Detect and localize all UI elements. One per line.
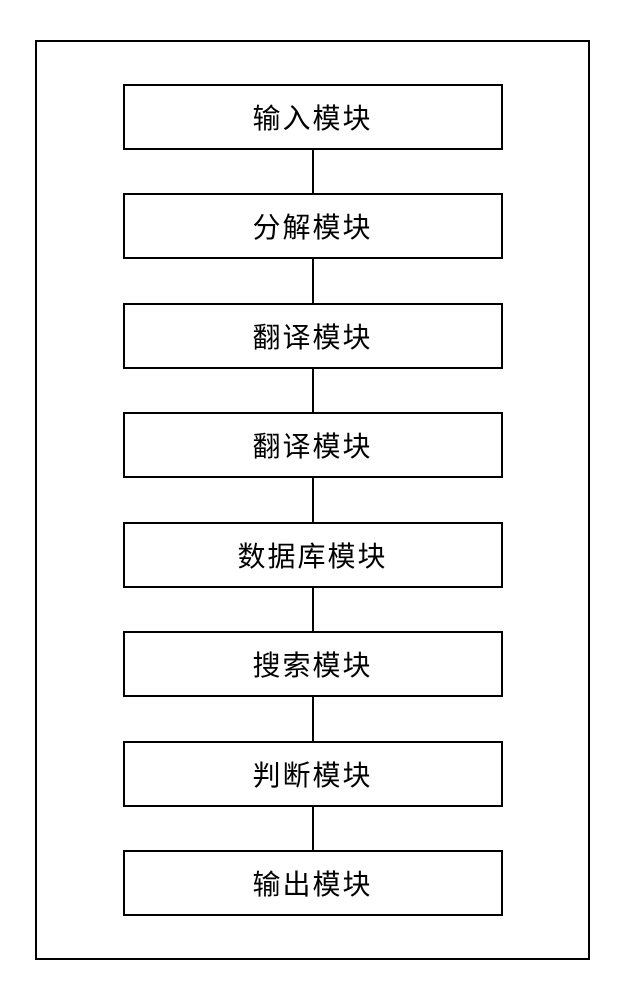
flowchart-connector <box>312 259 314 303</box>
flowchart-node-input: 输入模块 <box>123 84 503 150</box>
flowchart-node-judge: 判断模块 <box>123 741 503 807</box>
flowchart-node-database: 数据库模块 <box>123 522 503 588</box>
node-label: 判断模块 <box>252 754 372 794</box>
node-label: 数据库模块 <box>237 535 387 575</box>
flowchart-container: 输入模块 分解模块 翻译模块 翻译模块 数据库模块 搜索模块 判断模块 输出模块 <box>35 40 590 960</box>
flowchart-node-decompose: 分解模块 <box>123 193 503 259</box>
flowchart-connector <box>312 697 314 741</box>
flowchart-connector <box>312 807 314 851</box>
flowchart-node-output: 输出模块 <box>123 850 503 916</box>
flowchart-node-translate-1: 翻译模块 <box>123 303 503 369</box>
flowchart-connector <box>312 588 314 632</box>
flowchart-connector <box>312 478 314 522</box>
node-label: 分解模块 <box>252 206 372 246</box>
node-label: 输入模块 <box>252 97 372 137</box>
flowchart-node-search: 搜索模块 <box>123 631 503 697</box>
node-label: 搜索模块 <box>252 644 372 684</box>
node-label: 输出模块 <box>252 863 372 903</box>
node-label: 翻译模块 <box>252 425 372 465</box>
node-label: 翻译模块 <box>252 316 372 356</box>
flowchart-connector <box>312 369 314 413</box>
flowchart-connector <box>312 150 314 194</box>
flowchart-node-translate-2: 翻译模块 <box>123 412 503 478</box>
